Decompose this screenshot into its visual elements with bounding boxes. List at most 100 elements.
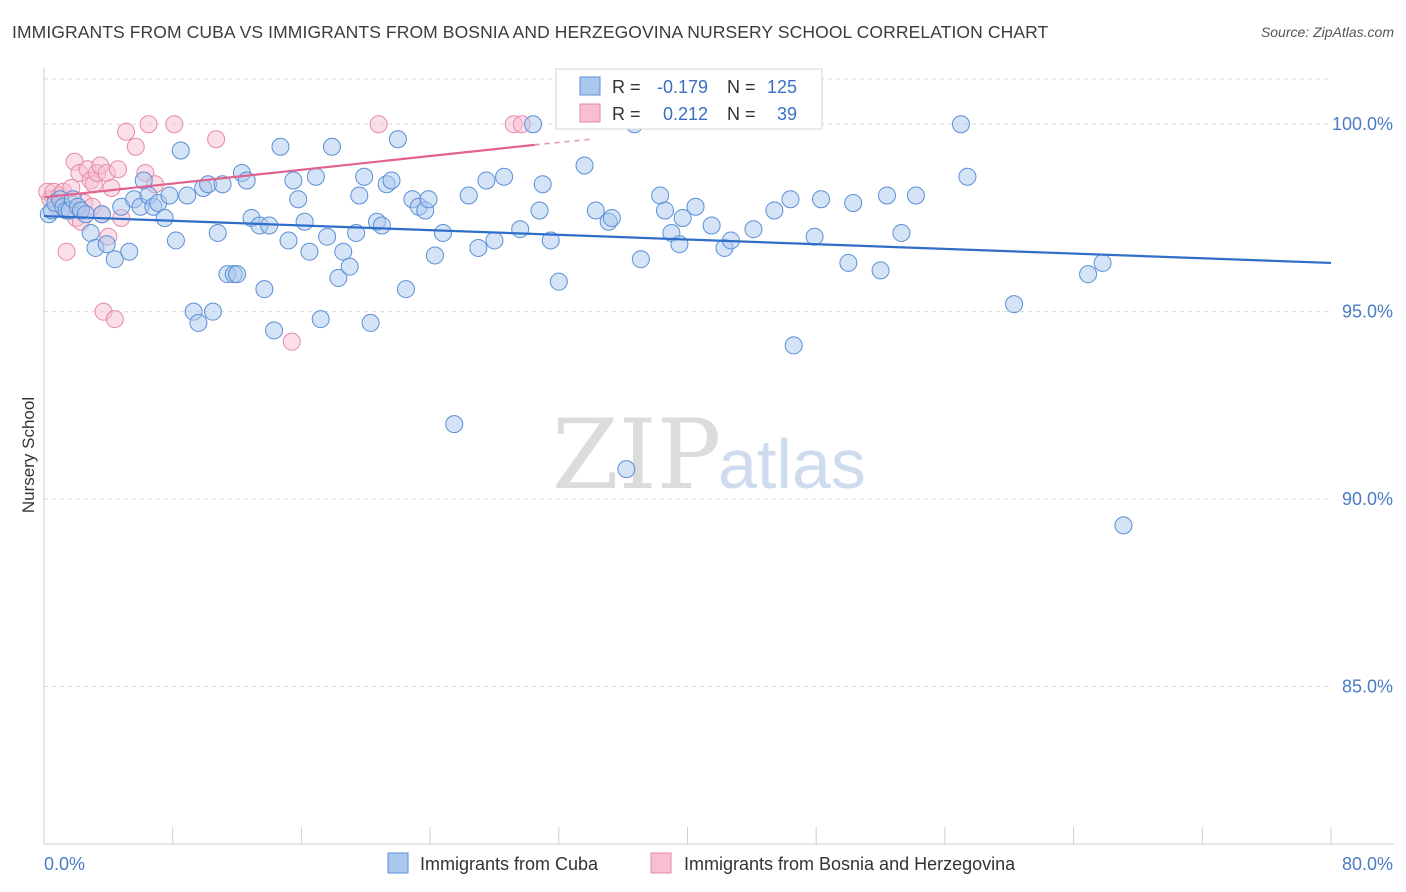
bosnia-trend-extension — [534, 138, 592, 146]
cuba-point — [92, 205, 111, 224]
stats-cuba-r-value: -0.179 — [657, 77, 708, 97]
cuba-trend-line — [43, 214, 1332, 265]
cuba-point — [433, 223, 452, 242]
cuba-point — [469, 238, 488, 257]
bosnia-point — [165, 115, 184, 134]
cuba-point — [97, 235, 116, 254]
legend-cuba-label[interactable]: Immigrants from Cuba — [420, 854, 599, 874]
watermark-zip: ZIP — [552, 399, 721, 511]
cuba-point — [311, 310, 330, 329]
cuba-point — [651, 186, 670, 205]
bosnia-point — [102, 178, 121, 197]
stats-cuba-swatch — [579, 76, 601, 96]
bosnia-trend-line — [43, 143, 535, 199]
cuba-point — [189, 313, 208, 332]
cuba-point — [76, 205, 95, 224]
cuba-point — [686, 197, 705, 216]
legend-cuba-swatch[interactable] — [387, 852, 409, 874]
bosnia-point — [126, 137, 145, 156]
cuba-point — [485, 231, 504, 250]
x-tick-label-min: 0.0% — [44, 854, 85, 874]
cuba-point — [744, 220, 763, 239]
cuba-point — [105, 250, 124, 269]
cuba-point — [208, 223, 227, 242]
cuba-point — [541, 231, 560, 250]
cuba-point — [586, 201, 605, 220]
cuba-point — [495, 167, 514, 186]
cuba-point — [702, 216, 721, 235]
stats-cuba-n-label: N = — [727, 77, 756, 97]
cuba-point — [617, 460, 636, 479]
cuba-point — [265, 321, 284, 340]
y-tick-label: 100.0% — [1332, 114, 1393, 134]
chart-source: Source: ZipAtlas.com — [1260, 24, 1394, 40]
cuba-point — [347, 223, 366, 242]
cuba-point — [318, 227, 337, 246]
cuba-point — [812, 190, 831, 209]
cuba-point — [871, 261, 890, 280]
cuba-point — [178, 186, 197, 205]
y-tick-label: 85.0% — [1342, 677, 1393, 697]
cuba-point — [382, 171, 401, 190]
cuba-point — [631, 250, 650, 269]
bosnia-point — [369, 115, 388, 134]
cuba-point — [765, 201, 784, 220]
cuba-point — [255, 280, 274, 299]
cuba-point — [396, 280, 415, 299]
bosnia-point — [282, 332, 301, 351]
trend-layer — [43, 138, 1332, 265]
bosnia-point — [57, 242, 76, 261]
watermark: ZIP atlas — [552, 399, 866, 511]
cuba-point — [306, 167, 325, 186]
cuba-point — [781, 190, 800, 209]
cuba-point — [160, 186, 179, 205]
legend-bosnia-label[interactable]: Immigrants from Bosnia and Herzegovina — [684, 854, 1016, 874]
cuba-point — [334, 242, 353, 261]
cuba-point — [171, 141, 190, 160]
cuba-point — [511, 220, 530, 239]
cuba-point — [602, 208, 621, 227]
cuba-point — [844, 193, 863, 212]
cuba-point — [213, 175, 232, 194]
watermark-atlas: atlas — [718, 425, 866, 503]
stats-bosnia-r-label: R = — [612, 104, 641, 124]
stats-bosnia-swatch — [579, 103, 601, 123]
cuba-point — [284, 171, 303, 190]
cuba-point — [839, 253, 858, 272]
bosnia-point — [139, 115, 158, 134]
chart-legend: Immigrants from Cuba Immigrants from Bos… — [387, 852, 1016, 874]
cuba-point — [361, 313, 380, 332]
y-tick-label: 90.0% — [1342, 489, 1393, 509]
bosnia-point — [105, 310, 124, 329]
cuba-point — [445, 415, 464, 434]
cuba-point — [533, 175, 552, 194]
cuba-point — [1114, 516, 1133, 535]
legend-bosnia-swatch[interactable] — [650, 852, 672, 874]
stats-cuba-r-label: R = — [612, 77, 641, 97]
cuba-point — [300, 242, 319, 261]
cuba-point — [425, 246, 444, 265]
stats-bosnia-r-value: 0.212 — [663, 104, 708, 124]
bosnia-point — [109, 160, 128, 179]
cuba-point — [549, 272, 568, 291]
cuba-point — [322, 137, 341, 156]
cuba-point — [1093, 253, 1112, 272]
cuba-point — [892, 223, 911, 242]
cuba-point — [784, 336, 803, 355]
cuba-point — [203, 302, 222, 321]
cuba-point — [655, 201, 674, 220]
cuba-point — [419, 190, 438, 209]
cuba-point — [805, 227, 824, 246]
cuba-point — [329, 268, 348, 287]
cuba-point — [340, 257, 359, 276]
stats-bosnia-n-value: 39 — [777, 104, 797, 124]
stats-cuba-n-value: 125 — [767, 77, 797, 97]
cuba-point — [81, 223, 100, 242]
cuba-point — [372, 216, 391, 235]
bosnia-point — [207, 130, 226, 149]
cuba-point — [877, 186, 896, 205]
stats-bosnia-n-label: N = — [727, 104, 756, 124]
y-tick-label: 95.0% — [1342, 302, 1393, 322]
cuba-point — [388, 130, 407, 149]
